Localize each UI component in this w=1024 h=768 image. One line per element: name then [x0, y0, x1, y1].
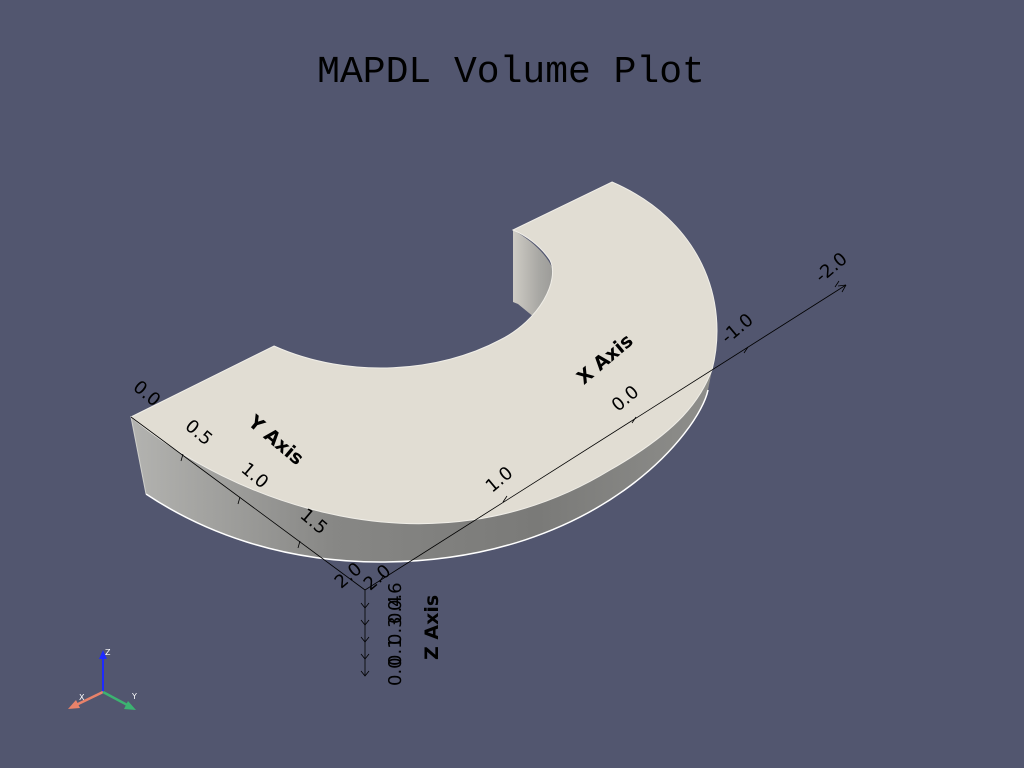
- triad-y-label: Y: [131, 692, 137, 701]
- x-tick-label: -2.0: [811, 248, 851, 287]
- triad-z-label: Z: [105, 648, 111, 657]
- y-tick-label: 2.0: [331, 559, 366, 593]
- volume-top-face: [130, 181, 718, 525]
- triad-x-label: X: [79, 693, 85, 702]
- z-axis-title: Z Axis: [421, 595, 443, 660]
- plot-title: MAPDL Volume Plot: [317, 51, 705, 94]
- z-tick-label: 0.4: [385, 595, 406, 624]
- triad-x-arrowhead-icon: [68, 700, 80, 709]
- z-axis: 0.0 0.1 0.3 0.4 0.6 Z Axis: [360, 582, 443, 686]
- triad-y-arrowhead-icon: [124, 701, 136, 710]
- triad-x-axis: [73, 690, 104, 708]
- x-axis-line: [364, 284, 847, 591]
- z-tick-label: 0.0: [385, 657, 406, 686]
- volume-outer-side-face: [131, 370, 712, 563]
- z-tick-label: 0.1: [385, 637, 406, 666]
- triad-z-arrowhead-icon: [99, 650, 107, 659]
- volume-body[interactable]: [130, 181, 718, 563]
- x-tick-label: -1.0: [717, 309, 757, 348]
- z-tick-label: 0.6: [385, 582, 406, 611]
- orientation-triad[interactable]: Z X Y: [68, 648, 137, 710]
- z-tick-label: 0.3: [385, 616, 406, 645]
- x-axis-arrowhead: [837, 284, 847, 293]
- y-axis-line: [130, 416, 366, 591]
- volume-bottom-edge: [145, 389, 709, 563]
